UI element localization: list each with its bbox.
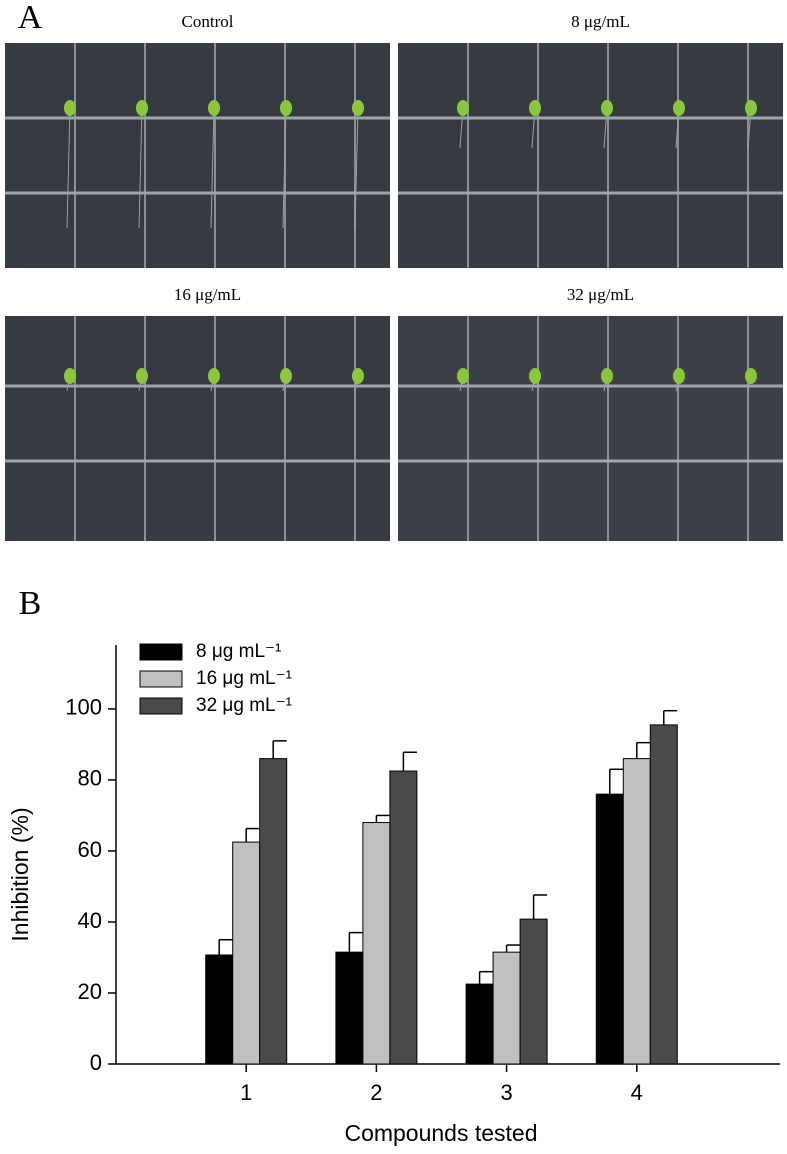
seedling [673,100,685,116]
seedling [280,100,292,116]
seedling [529,100,541,116]
seedling [136,100,148,116]
root [210,107,215,229]
seedling [601,368,613,384]
seedling [529,368,541,384]
seedling [352,100,364,116]
y-tick-label: 20 [78,979,102,1004]
panel-label: B [19,585,42,622]
y-tick-label: 0 [90,1050,102,1075]
photo-title: 32 μg/mL [567,285,634,304]
bar [259,758,288,1065]
seedling [136,368,148,384]
y-tick-label: 60 [78,837,102,862]
photo-title: 8 μg/mL [571,12,630,31]
seedling [64,100,76,116]
y-axis-title: Inhibition (%) [7,807,33,941]
seedling [673,368,685,384]
seedling [352,368,364,384]
y-tick-label: 100 [65,695,102,720]
x-tick-label: 2 [370,1080,382,1105]
legend-swatch [139,697,183,715]
x-tick-label: 3 [500,1080,512,1105]
bar [649,724,678,1065]
seedling [457,368,469,384]
y-tick-label: 80 [78,766,102,791]
photo [398,43,783,268]
legend-label: 32 μg mL⁻¹ [196,695,292,716]
photo [398,316,783,541]
y-tick-label: 40 [78,908,102,933]
photo [5,316,390,541]
bar [519,918,548,1065]
bar [595,793,624,1065]
bar [492,951,521,1065]
seedling [208,100,220,116]
root [354,107,359,229]
root [66,107,71,229]
legend-label: 16 μg mL⁻¹ [196,668,292,689]
bar [232,841,261,1065]
seedling [208,368,220,384]
bar [362,822,391,1065]
photo [5,43,390,268]
photo-title: Control [182,12,234,31]
seedling [601,100,613,116]
x-tick-label: 1 [240,1080,252,1105]
bar [335,951,364,1065]
bar [465,983,494,1065]
bar [622,758,651,1065]
legend-swatch [139,643,183,661]
root [282,107,287,229]
seedling [280,368,292,384]
photo-panels [5,43,783,541]
bar [389,770,418,1065]
photo-title: 16 μg/mL [174,285,241,304]
seedling [745,100,757,116]
bar [205,954,234,1065]
legend-label: 8 μg mL⁻¹ [196,641,281,662]
legend-swatch [139,670,183,688]
seedling [457,100,469,116]
x-tick-label: 4 [631,1080,643,1105]
root [138,107,143,229]
panel-label: A [18,0,43,36]
seedling [745,368,757,384]
x-axis-title: Compounds tested [344,1120,537,1146]
seedling [64,368,76,384]
